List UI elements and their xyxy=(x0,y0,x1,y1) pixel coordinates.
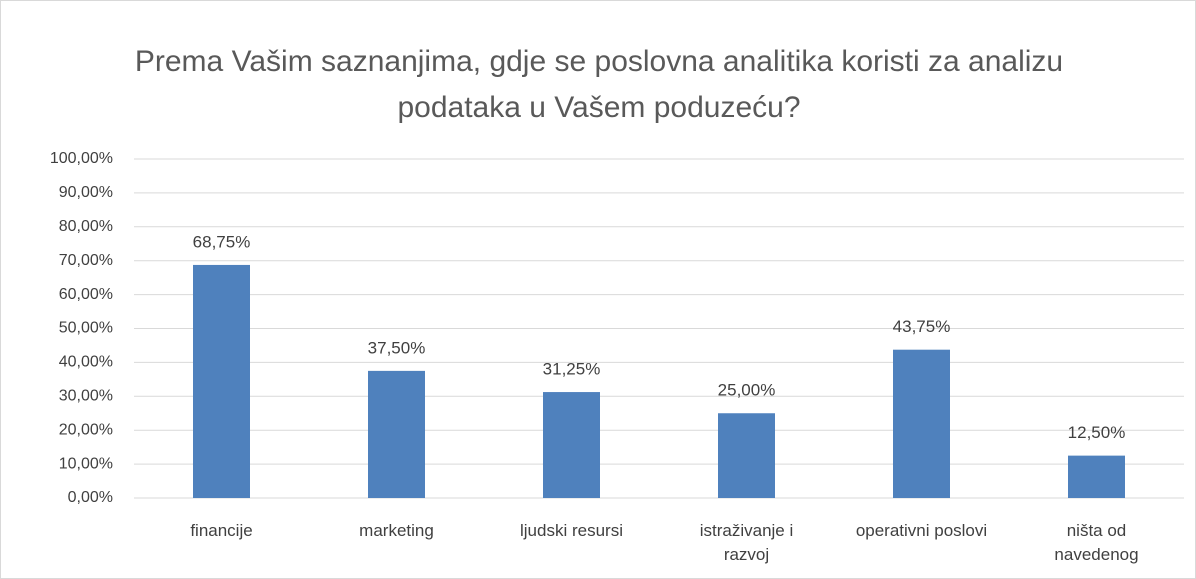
y-tick-label: 30,00% xyxy=(59,388,113,405)
bar xyxy=(368,370,425,498)
data-label: 12,50% xyxy=(1068,423,1126,442)
y-tick-label: 0,00% xyxy=(68,489,113,506)
x-tick-label: ništa od navedenog xyxy=(1054,521,1139,564)
x-tick-label: marketing xyxy=(359,521,434,540)
x-tick-label: ljudski resursi xyxy=(520,521,623,540)
bar xyxy=(893,349,950,498)
y-tick-label: 10,00% xyxy=(59,455,113,472)
bar xyxy=(1068,455,1125,498)
y-tick-label: 70,00% xyxy=(59,252,113,269)
y-tick-label: 60,00% xyxy=(59,286,113,303)
y-tick-label: 50,00% xyxy=(59,320,113,337)
data-label: 37,50% xyxy=(368,338,426,357)
data-label: 25,00% xyxy=(718,381,776,400)
y-tick-label: 40,00% xyxy=(59,354,113,371)
y-tick-label: 90,00% xyxy=(59,184,113,201)
data-label: 68,75% xyxy=(193,232,251,251)
x-tick-label: operativni poslovi xyxy=(855,521,988,540)
data-label: 43,75% xyxy=(893,317,951,336)
chart-title: Prema Vašim saznanjima, gdje se poslovna… xyxy=(134,45,1064,124)
bar xyxy=(543,392,600,498)
y-tick-label: 80,00% xyxy=(59,218,113,235)
x-tick-label: financije xyxy=(190,521,253,540)
bar xyxy=(193,264,250,498)
y-tick-label: 100,00% xyxy=(50,150,113,167)
x-tick-label: istraživanje i razvoj xyxy=(699,521,794,564)
bar xyxy=(718,413,775,498)
y-tick-label: 20,00% xyxy=(59,421,113,438)
data-label: 31,25% xyxy=(543,360,601,379)
